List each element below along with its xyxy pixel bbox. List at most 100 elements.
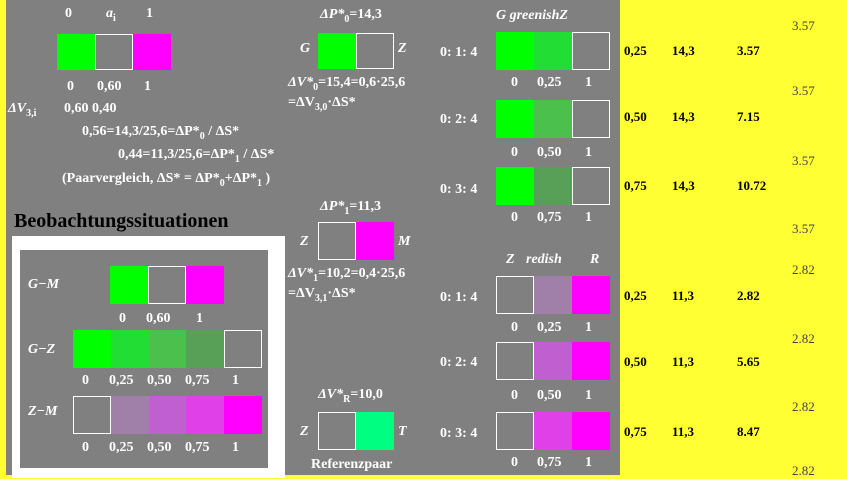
- table-r5-c3: 5.65: [737, 354, 760, 369]
- z-label-3: Z: [300, 424, 309, 439]
- green-row3-scale-0: 0: [511, 210, 518, 225]
- gz-scale-075: 0,75: [185, 373, 210, 388]
- gz-step-3: [186, 330, 224, 368]
- table-r1-c1: 0,25: [624, 43, 647, 58]
- table-r3-c2: 14,3: [672, 178, 695, 193]
- green-row1-scale-0: 0: [511, 75, 518, 90]
- red-row1-scale-0: 0: [511, 320, 518, 335]
- table-r5-c1: 0,50: [624, 354, 647, 369]
- table-r6-c2: 11,3: [672, 424, 695, 439]
- table-r6-c1: 0,75: [624, 424, 647, 439]
- side-value-2: 3.57: [792, 83, 815, 98]
- table-r3-c1: 0,75: [624, 178, 647, 193]
- green-ratio-3: 0: 3: 4: [440, 182, 478, 197]
- green-ratio-1: 0: 1: 4: [440, 45, 478, 60]
- gz-pair-green: [318, 33, 356, 69]
- equation-3: (Paarvergleich, ΔS* = ΔP*0+ΔP*1 ): [62, 171, 271, 189]
- zm-step-2: [149, 396, 186, 434]
- green-row1-scale-mid: 0,25: [537, 75, 562, 90]
- green-row3-left: [496, 167, 534, 205]
- gm-label: G−M: [28, 277, 60, 292]
- red-ratio-2: 0: 2: 4: [440, 355, 478, 370]
- delta-v0-rel: =ΔV3,0·ΔS*: [288, 95, 356, 113]
- zm-scale-050: 0,50: [147, 440, 172, 455]
- red-row1-mid: [534, 276, 572, 314]
- red-row3-left: [496, 412, 534, 450]
- situations-title: Beobachtungssituationen: [14, 210, 229, 232]
- zm-pair-magenta: [356, 222, 394, 260]
- gm-green: [110, 266, 148, 304]
- gm-scale-0: 0: [119, 311, 126, 326]
- green-row1-scale-1: 1: [585, 75, 592, 90]
- side-value-1: 3.57: [792, 18, 815, 33]
- side-value-3: 3.57: [792, 153, 815, 168]
- green-row2-scale-0: 0: [511, 145, 518, 160]
- table-r2-c1: 0,50: [624, 109, 647, 124]
- swatch-magenta: [133, 34, 171, 70]
- gz-label: G−Z: [28, 342, 56, 357]
- red-title-mid: redish: [526, 252, 562, 267]
- red-row1-right: [572, 276, 610, 314]
- table-r4-c3: 2.82: [737, 288, 760, 303]
- green-row1-left: [496, 32, 534, 70]
- green-row3-mid: [534, 167, 572, 205]
- gz-scale-0: 0: [82, 373, 89, 388]
- table-r5-c2: 11,3: [672, 354, 695, 369]
- ref-gray: [318, 412, 356, 450]
- gz-step-1: [111, 330, 149, 368]
- green-row2-mid: [534, 100, 572, 138]
- zm-label: Z−M: [28, 404, 58, 419]
- table-r2-c3: 7.15: [737, 109, 760, 124]
- gz-scale-050: 0,50: [147, 373, 172, 388]
- gz-scale-025: 0,25: [109, 373, 134, 388]
- zm-pair-gray: [318, 222, 356, 260]
- header-a: ai: [106, 6, 116, 24]
- green-row2-scale-mid: 0,50: [537, 145, 562, 160]
- red-row2-left: [496, 342, 534, 380]
- red-title-r: R: [590, 252, 600, 267]
- side-value-8: 2.82: [792, 463, 815, 478]
- gm-magenta: [186, 266, 224, 304]
- green-series-title: G greenishZ: [496, 8, 568, 23]
- green-row2-left: [496, 100, 534, 138]
- table-r4-c1: 0,25: [624, 288, 647, 303]
- zm-scale-025: 0,25: [109, 440, 134, 455]
- delta-v-values: 0,60 0,40: [64, 101, 117, 116]
- zm-scale-1: 1: [232, 440, 239, 455]
- delta-v-label: ΔV3,i: [8, 101, 37, 119]
- z-label-2: Z: [300, 234, 309, 249]
- side-value-7: 2.82: [792, 399, 815, 414]
- zm-step-4: [224, 396, 262, 434]
- red-row2-scale-mid: 0,50: [537, 388, 562, 403]
- red-row2-scale-1: 1: [585, 388, 592, 403]
- red-row2-right: [572, 342, 610, 380]
- ref-green: [356, 412, 394, 450]
- delta-v1-rel: =ΔV3,1·ΔS*: [288, 286, 356, 304]
- red-row2-scale-0: 0: [511, 388, 518, 403]
- delta-vr: ΔV*R=10,0: [318, 387, 383, 405]
- green-row2-scale-1: 1: [585, 145, 592, 160]
- red-row3-mid: [534, 412, 572, 450]
- red-row1-scale-mid: 0,25: [537, 320, 562, 335]
- red-row3-scale-1: 1: [585, 455, 592, 470]
- red-title-z: Z: [506, 252, 515, 267]
- scale-0: 0: [67, 79, 74, 94]
- gz-scale-1: 1: [232, 373, 239, 388]
- swatch-gray: [95, 34, 133, 70]
- gm-scale-1: 1: [196, 311, 203, 326]
- red-ratio-1: 0: 1: 4: [440, 290, 478, 305]
- delta-p1: ΔP*1=11,3: [320, 199, 382, 217]
- red-ratio-3: 0: 3: 4: [440, 426, 478, 441]
- header-zero: 0: [65, 6, 72, 21]
- zm-scale-0: 0: [82, 440, 89, 455]
- delta-v0: ΔV*0=15,4=0,6·25,6: [288, 75, 406, 93]
- scale-1: 1: [144, 79, 151, 94]
- red-row1-scale-1: 1: [585, 320, 592, 335]
- reference-pair-label: Referenzpaar: [311, 457, 393, 472]
- table-r3-c3: 10.72: [737, 178, 767, 193]
- swatch-green: [57, 34, 95, 70]
- green-row1-mid: [534, 32, 572, 70]
- red-row2-mid: [534, 342, 572, 380]
- table-r4-c2: 11,3: [672, 288, 695, 303]
- side-value-6: 2.82: [792, 331, 815, 346]
